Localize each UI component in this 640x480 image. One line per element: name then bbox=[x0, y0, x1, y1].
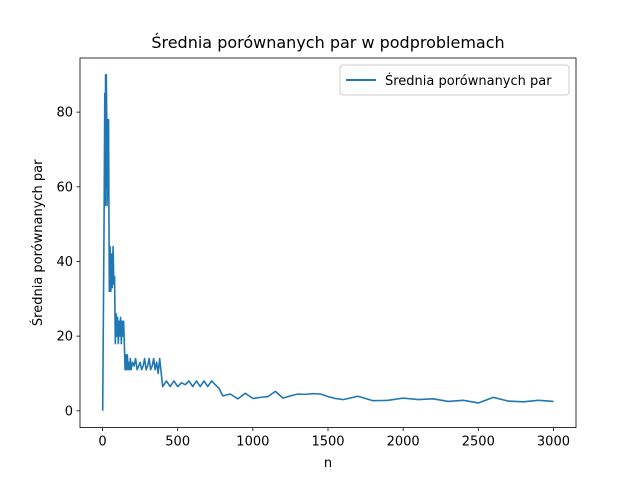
plot-area bbox=[80, 58, 576, 428]
y-axis-label: Średnia porównanych par bbox=[30, 159, 46, 326]
series-line bbox=[101, 74, 554, 411]
x-tick-label: 3000 bbox=[537, 435, 570, 450]
y-tick-label: 80 bbox=[56, 106, 73, 121]
x-axis-ticks: 0 500 1000 1500 2000 2500 3000 bbox=[98, 427, 570, 450]
y-tick-label: 40 bbox=[56, 255, 73, 270]
y-axis-ticks: 0 20 40 60 80 bbox=[56, 106, 80, 419]
y-tick-label: 0 bbox=[65, 404, 73, 419]
chart-title: Średnia porównanych par w podproblemach bbox=[151, 33, 504, 52]
x-tick-label: 1500 bbox=[311, 435, 344, 450]
y-tick-label: 60 bbox=[56, 180, 73, 195]
x-tick-label: 1000 bbox=[236, 435, 269, 450]
x-tick-label: 500 bbox=[165, 435, 190, 450]
x-tick-label: 2500 bbox=[462, 435, 495, 450]
x-tick-label: 0 bbox=[98, 435, 106, 450]
series-line-group bbox=[101, 74, 554, 411]
legend: Średnia porównanych par bbox=[339, 64, 570, 96]
legend-box bbox=[339, 64, 570, 96]
y-tick-label: 20 bbox=[56, 330, 73, 345]
x-axis-label: n bbox=[324, 456, 332, 471]
plot-frame bbox=[79, 57, 577, 429]
x-tick-label: 2000 bbox=[387, 435, 420, 450]
legend-label: Średnia porównanych par bbox=[385, 73, 552, 89]
